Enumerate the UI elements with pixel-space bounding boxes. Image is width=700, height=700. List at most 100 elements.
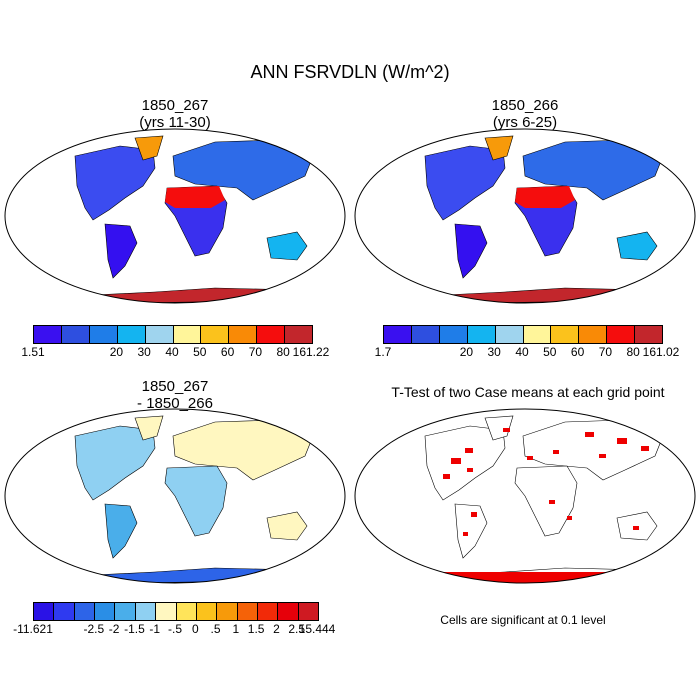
colorbar-3-tick-label: -2.5 xyxy=(83,622,105,636)
land-australia xyxy=(266,231,308,261)
map-panel-1 xyxy=(4,128,346,304)
colorbar-1-tick-label: 70 xyxy=(248,345,263,359)
colorbar-3-tick-label: -11.621 xyxy=(13,622,53,636)
colorbar-1-tick-label: 50 xyxy=(193,345,207,359)
panel-4-title-line1: T-Test of two Case means at each grid po… xyxy=(391,384,665,400)
colorbar-3-swatch-9 xyxy=(217,603,238,620)
colorbar-2-swatch-3 xyxy=(467,326,496,343)
colorbar-3-swatch-4 xyxy=(115,603,136,620)
map-panel-3 xyxy=(4,408,346,584)
land-antarctica xyxy=(64,567,326,583)
figure-title: ANN FSRVDLN (W/m^2) xyxy=(250,62,450,82)
colorbar-2-swatch-6 xyxy=(551,326,580,343)
colorbar-3-swatch-1 xyxy=(54,603,75,620)
colorbar-2-tick-label: 50 xyxy=(543,345,557,359)
colorbar-1-tick-label: 40 xyxy=(165,345,179,359)
colorbar-2-swatch-4 xyxy=(495,326,524,343)
land-south-america xyxy=(454,503,488,559)
colorbar-3-swatch-2 xyxy=(74,603,96,620)
colorbar-1-swatch-1 xyxy=(61,326,90,343)
colorbar-panel-1-ticks: 1.51 20 30 40 50 60 70 80 161.22 xyxy=(21,345,329,361)
panel-3-title: 1850_267 - 1850_266 xyxy=(10,378,340,412)
region-sahara xyxy=(515,186,575,208)
colorbar-2-tick-label: 60 xyxy=(570,345,585,359)
panel-2-title-line2: (yrs 6-25) xyxy=(492,114,558,131)
land-antarctica xyxy=(414,287,676,303)
colorbar-3-tick-label: -1.5 xyxy=(124,622,145,636)
colorbar-1-tick-label: 60 xyxy=(220,345,235,359)
colorbar-3-tick-label: .5 xyxy=(210,622,221,636)
panel-2-title: 1850_266 (yrs 6-25) xyxy=(360,97,690,131)
colorbar-3-swatch-13 xyxy=(298,603,319,620)
panel-3-title-line2: - 1850_266 xyxy=(137,395,213,412)
panel-4-title: T-Test of two Case means at each grid po… xyxy=(358,384,698,401)
colorbar-2-tick-label: 70 xyxy=(598,345,613,359)
land-south-america xyxy=(454,223,488,279)
colorbar-2-swatch-8 xyxy=(607,326,636,343)
colorbar-2-swatch-0 xyxy=(384,326,412,343)
colorbar-1-swatch-3 xyxy=(117,326,146,343)
land-africa xyxy=(164,465,228,537)
land-antarctica xyxy=(64,287,326,303)
colorbar-panel-3-ticks: -11.621 -2.5 -2 -1.5 -1 -.5 0 .5 1 1.5 2 2.5 15.444 xyxy=(13,622,335,638)
land-africa xyxy=(514,465,578,537)
colorbar-3-swatch-3 xyxy=(95,603,116,620)
colorbar-1-tick-label: 1.51 xyxy=(21,345,45,359)
land-greenland xyxy=(134,415,164,441)
colorbar-1-tick-label: 161.22 xyxy=(292,345,330,359)
colorbar-2-tick-label: 80 xyxy=(626,345,640,359)
colorbar-3-tick-label: 0 xyxy=(191,622,199,636)
land-south-america xyxy=(104,503,138,559)
colorbar-3-swatch-0 xyxy=(34,603,55,620)
colorbar-3-swatch-12 xyxy=(278,603,299,620)
colorbar-3-swatch-11 xyxy=(257,603,279,620)
colorbar-3-swatch-8 xyxy=(196,603,218,620)
colorbar-3-tick-label: -.5 xyxy=(167,622,183,636)
land-australia xyxy=(266,511,308,541)
colorbar-1-swatch-6 xyxy=(201,326,230,343)
colorbar-2-swatch-9 xyxy=(635,326,663,343)
significance-note: Cells are significant at 0.1 level xyxy=(440,613,606,627)
colorbar-3-swatch-7 xyxy=(176,603,197,620)
colorbar-3-tick-label: 2.5 xyxy=(288,622,306,636)
colorbar-1-swatch-0 xyxy=(34,326,62,343)
region-sahara xyxy=(165,186,225,208)
land-greenland xyxy=(134,135,164,161)
colorbar-1-swatch-2 xyxy=(89,326,118,343)
land-greenland xyxy=(484,135,514,161)
colorbar-panel-2 xyxy=(383,325,663,344)
land-greenland xyxy=(484,415,514,441)
colorbar-2-tick-label: 161.02 xyxy=(642,345,680,359)
colorbar-3-tick-label: 1 xyxy=(232,622,240,636)
land-south-america xyxy=(104,223,138,279)
land-australia xyxy=(616,231,658,261)
colorbar-1-tick-label: 30 xyxy=(137,345,151,359)
colorbar-1-tick-label: 20 xyxy=(109,345,124,359)
colorbar-3-tick-label: 1.5 xyxy=(247,622,265,636)
colorbar-3-tick-label: 2 xyxy=(273,622,280,636)
colorbar-2-tick-label: 1.7 xyxy=(374,345,392,359)
colorbar-1-swatch-8 xyxy=(257,326,286,343)
colorbar-3-tick-label: 15.444 xyxy=(298,622,336,636)
panel-1-title-line1: 1850_267 xyxy=(141,97,209,114)
panel-1-title-line2: (yrs 11-30) xyxy=(139,114,211,131)
panel-1-title: 1850_267 (yrs 11-30) xyxy=(10,97,340,131)
colorbar-2-tick-label: 20 xyxy=(459,345,474,359)
colorbar-2-swatch-2 xyxy=(439,326,468,343)
colorbar-2-tick-label: 30 xyxy=(487,345,501,359)
colorbar-panel-2-ticks: 1.7 20 30 40 50 60 70 80 161.02 xyxy=(375,345,680,361)
colorbar-3-tick-label: -2 xyxy=(108,622,120,636)
colorbar-2-swatch-7 xyxy=(579,326,608,343)
colorbar-3-swatch-5 xyxy=(135,603,157,620)
colorbar-3-tick-label: -1 xyxy=(149,622,161,636)
colorbar-1-swatch-4 xyxy=(145,326,174,343)
map-panel-2 xyxy=(354,128,696,304)
colorbar-panel-1 xyxy=(33,325,313,344)
significant-cells xyxy=(425,428,675,583)
colorbar-2-swatch-5 xyxy=(523,326,552,343)
colorbar-3-swatch-10 xyxy=(237,603,258,620)
colorbar-1-tick-label: 80 xyxy=(276,345,290,359)
panel-3-title-line1: 1850_267 xyxy=(141,378,209,395)
colorbar-1-swatch-9 xyxy=(285,326,313,343)
colorbar-panel-3 xyxy=(33,602,319,621)
